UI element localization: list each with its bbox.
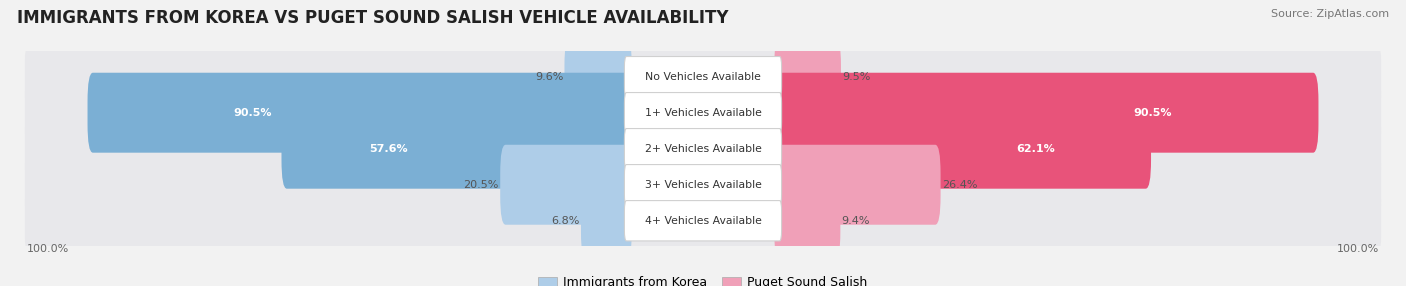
FancyBboxPatch shape (775, 145, 941, 225)
Text: IMMIGRANTS FROM KOREA VS PUGET SOUND SALISH VEHICLE AVAILABILITY: IMMIGRANTS FROM KOREA VS PUGET SOUND SAL… (17, 9, 728, 27)
FancyBboxPatch shape (564, 37, 631, 117)
Text: Source: ZipAtlas.com: Source: ZipAtlas.com (1271, 9, 1389, 19)
Legend: Immigrants from Korea, Puget Sound Salish: Immigrants from Korea, Puget Sound Salis… (533, 271, 873, 286)
Text: 4+ Vehicles Available: 4+ Vehicles Available (644, 216, 762, 226)
Text: 26.4%: 26.4% (942, 180, 977, 190)
Text: 1+ Vehicles Available: 1+ Vehicles Available (644, 108, 762, 118)
Text: 90.5%: 90.5% (233, 108, 273, 118)
FancyBboxPatch shape (281, 109, 631, 189)
FancyBboxPatch shape (624, 93, 782, 133)
FancyBboxPatch shape (624, 200, 782, 241)
FancyBboxPatch shape (25, 121, 1381, 176)
FancyBboxPatch shape (87, 73, 631, 153)
Text: 62.1%: 62.1% (1017, 144, 1056, 154)
FancyBboxPatch shape (775, 181, 841, 261)
FancyBboxPatch shape (624, 164, 782, 205)
FancyBboxPatch shape (624, 128, 782, 169)
FancyBboxPatch shape (25, 85, 1381, 140)
FancyBboxPatch shape (624, 57, 782, 97)
Text: 90.5%: 90.5% (1133, 108, 1173, 118)
FancyBboxPatch shape (581, 181, 631, 261)
FancyBboxPatch shape (25, 49, 1381, 104)
Text: 20.5%: 20.5% (464, 180, 499, 190)
Text: 57.6%: 57.6% (370, 144, 408, 154)
FancyBboxPatch shape (775, 37, 841, 117)
Text: 6.8%: 6.8% (551, 216, 579, 226)
FancyBboxPatch shape (25, 157, 1381, 212)
Text: 100.0%: 100.0% (27, 244, 69, 254)
Text: 2+ Vehicles Available: 2+ Vehicles Available (644, 144, 762, 154)
FancyBboxPatch shape (25, 193, 1381, 248)
FancyBboxPatch shape (775, 109, 1152, 189)
Text: 9.5%: 9.5% (842, 72, 870, 82)
Text: No Vehicles Available: No Vehicles Available (645, 72, 761, 82)
FancyBboxPatch shape (501, 145, 631, 225)
Text: 9.6%: 9.6% (534, 72, 564, 82)
FancyBboxPatch shape (775, 73, 1319, 153)
Text: 100.0%: 100.0% (1337, 244, 1379, 254)
Text: 3+ Vehicles Available: 3+ Vehicles Available (644, 180, 762, 190)
Text: 9.4%: 9.4% (842, 216, 870, 226)
